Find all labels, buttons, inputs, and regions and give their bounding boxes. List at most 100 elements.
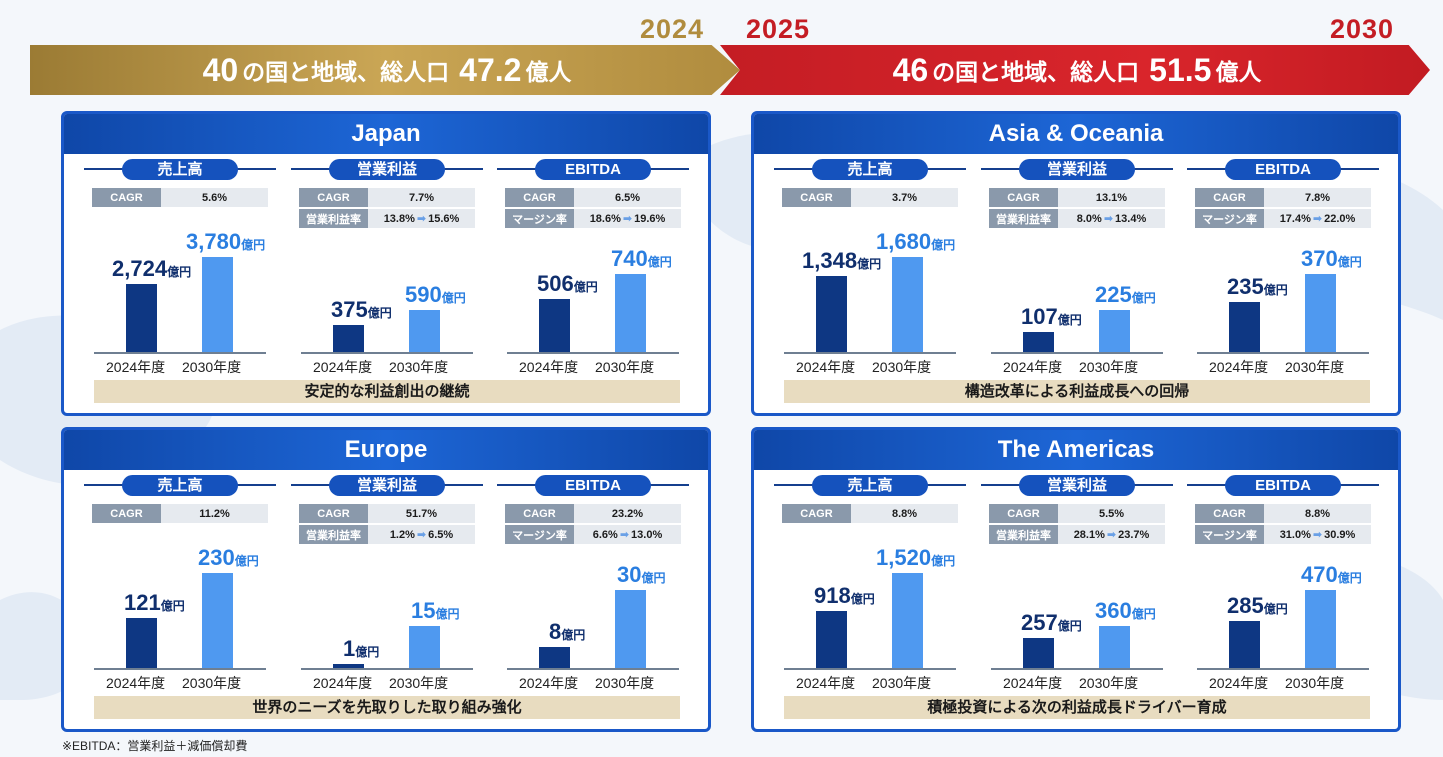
margin-value: 31.0% ➡ 30.9%: [1264, 525, 1371, 544]
x-label-2030: 2030年度: [595, 359, 655, 375]
x-label-2030: 2030年度: [872, 675, 932, 691]
cagr-label: CAGR: [989, 504, 1058, 523]
x-label-2030: 2030年度: [182, 359, 242, 375]
metric-chart: EBITDA CAGR 23.2% マージン率 6.6% ➡ 13.0% 8億円 30億円 202…: [497, 474, 689, 691]
bar-2024: [539, 299, 570, 352]
country-count-2024: 40: [202, 51, 239, 88]
x-label-2024: 2024年度: [313, 675, 373, 691]
metric-label: 売上高: [812, 159, 928, 180]
cagr-row: CAGR 5.6%: [92, 188, 268, 207]
x-label-2030: 2030年度: [595, 675, 655, 691]
cagr-label: CAGR: [299, 188, 368, 207]
cagr-row: CAGR 7.8%: [1195, 188, 1371, 207]
margin-2030: 19.6%: [634, 212, 666, 225]
bar-2024: [1229, 621, 1260, 668]
margin-label: 営業利益率: [989, 525, 1058, 544]
cagr-value: 7.7%: [368, 188, 475, 207]
year-label-2024: 2024: [640, 14, 705, 44]
bar-2024: [333, 325, 364, 352]
margin-value: 17.4% ➡ 22.0%: [1264, 209, 1371, 228]
margin-row: 営業利益率 1.2% ➡ 6.5%: [299, 525, 475, 544]
x-axis: [94, 352, 266, 354]
margin-2024: 8.0%: [1076, 212, 1102, 225]
margin-2030: 6.5%: [428, 528, 454, 541]
cagr-label: CAGR: [782, 504, 851, 523]
population-unit-2024: 億人: [525, 59, 572, 85]
arrow-right-icon: ➡: [1312, 529, 1323, 541]
margin-2024: 17.4%: [1279, 212, 1311, 225]
region-summary: 構造改革による利益成長への回帰: [784, 380, 1370, 403]
cagr-value: 13.1%: [1058, 188, 1165, 207]
metric-chart: 営業利益 CAGR 13.1% 営業利益率 8.0% ➡ 13.4% 107億円 225億円 20…: [981, 158, 1173, 375]
arrow-right-icon: ➡: [416, 529, 427, 541]
value-2024: 1,348億円: [802, 248, 882, 273]
x-label-2024: 2024年度: [796, 359, 856, 375]
cagr-value: 51.7%: [368, 504, 475, 523]
margin-label: マージン率: [505, 525, 574, 544]
margin-row: 営業利益率 13.8% ➡ 15.6%: [299, 209, 475, 228]
value-2030: 590億円: [405, 282, 466, 307]
region-panel-asia-oceania: Asia & Oceania 売上高 CAGR 3.7% 1,348億円 1,680億円 2…: [751, 111, 1401, 416]
cagr-row: CAGR 8.8%: [782, 504, 958, 523]
margin-row: 営業利益率 8.0% ➡ 13.4%: [989, 209, 1165, 228]
cagr-value: 8.8%: [851, 504, 958, 523]
x-label-2024: 2024年度: [106, 359, 166, 375]
metric-label: 営業利益: [329, 475, 445, 496]
arrow-right-icon: ➡: [416, 213, 427, 225]
cagr-row: CAGR 7.7%: [299, 188, 475, 207]
cagr-row: CAGR 6.5%: [505, 188, 681, 207]
cagr-row: CAGR 3.7%: [782, 188, 958, 207]
margin-2024: 18.6%: [589, 212, 621, 225]
cagr-row: CAGR 23.2%: [505, 504, 681, 523]
margin-2024: 28.1%: [1073, 528, 1105, 541]
arrow-right-icon: ➡: [1103, 213, 1114, 225]
bar-2030: [409, 310, 440, 352]
bar-2030: [1099, 626, 1130, 668]
margin-row: マージン率 17.4% ➡ 22.0%: [1195, 209, 1371, 228]
margin-value: 8.0% ➡ 13.4%: [1058, 209, 1165, 228]
population-unit-2030: 億人: [1215, 59, 1262, 85]
region-title: The Americas: [754, 430, 1398, 470]
margin-row: マージン率 31.0% ➡ 30.9%: [1195, 525, 1371, 544]
bar-2030: [892, 257, 923, 352]
bar-2024: [816, 611, 847, 668]
metric-label: 売上高: [122, 159, 238, 180]
value-2030: 225億円: [1095, 282, 1156, 307]
country-count-2030: 46: [892, 51, 929, 88]
margin-value: 1.2% ➡ 6.5%: [368, 525, 475, 544]
value-2030: 470億円: [1301, 562, 1362, 587]
bar-2030: [1305, 590, 1336, 668]
region-summary: 積極投資による次の利益成長ドライバー育成: [784, 696, 1370, 719]
margin-row: マージン率 6.6% ➡ 13.0%: [505, 525, 681, 544]
margin-2024: 31.0%: [1279, 528, 1311, 541]
population-2030: 51.5: [1149, 51, 1212, 88]
metric-chart: 売上高 CAGR 3.7% 1,348億円 1,680億円 2024年度 2030年度: [774, 158, 966, 375]
x-label-2024: 2024年度: [1209, 359, 1269, 375]
x-label-2030: 2030年度: [872, 359, 932, 375]
bar-2030: [1099, 310, 1130, 352]
margin-value: 13.8% ➡ 15.6%: [368, 209, 475, 228]
margin-label: 営業利益率: [299, 209, 368, 228]
cagr-value: 23.2%: [574, 504, 681, 523]
bar-2030: [202, 257, 233, 352]
margin-row: マージン率 18.6% ➡ 19.6%: [505, 209, 681, 228]
metric-chart: EBITDA CAGR 6.5% マージン率 18.6% ➡ 19.6% 506億円 740億円…: [497, 158, 689, 375]
population-2024: 47.2: [459, 51, 522, 88]
bar-2024: [333, 664, 364, 668]
region-title: Asia & Oceania: [754, 114, 1398, 154]
bar-2030: [202, 573, 233, 668]
margin-2030: 15.6%: [428, 212, 460, 225]
value-2024: 285億円: [1227, 593, 1288, 618]
x-axis: [1197, 668, 1369, 670]
bar-2024: [126, 284, 157, 352]
bar-2024: [1023, 332, 1054, 352]
x-label-2024: 2024年度: [519, 675, 579, 691]
metric-label: EBITDA: [535, 159, 651, 180]
x-axis: [94, 668, 266, 670]
cagr-row: CAGR 8.8%: [1195, 504, 1371, 523]
margin-label: マージン率: [1195, 209, 1264, 228]
region-title: Japan: [64, 114, 708, 154]
value-2030: 1,520億円: [876, 545, 956, 570]
x-label-2024: 2024年度: [1003, 675, 1063, 691]
x-label-2024: 2024年度: [106, 675, 166, 691]
